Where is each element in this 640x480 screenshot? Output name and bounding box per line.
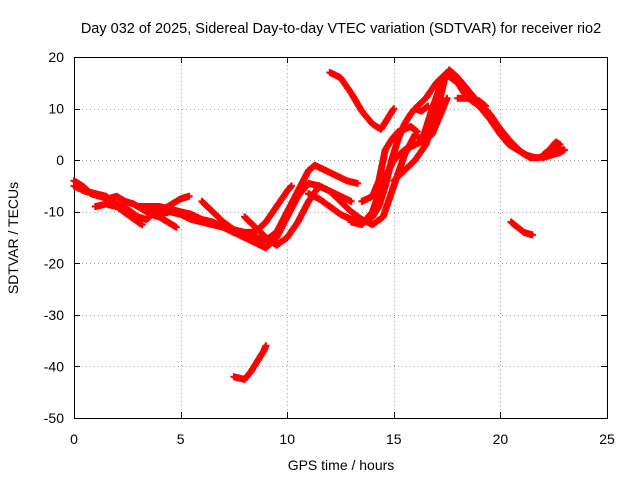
data-point xyxy=(262,342,270,350)
series-trace-16 xyxy=(411,68,468,113)
series-trace-7 xyxy=(219,182,295,236)
x-tick-label: 25 xyxy=(599,431,615,447)
data-point xyxy=(390,105,398,113)
grid xyxy=(74,57,607,418)
x-tick-label: 20 xyxy=(493,431,509,447)
x-axis-label: GPS time / hours xyxy=(288,457,395,473)
data-point xyxy=(443,94,451,102)
x-tick-label: 10 xyxy=(279,431,295,447)
x-tick-label: 0 xyxy=(70,431,78,447)
plot-frame xyxy=(74,57,608,419)
data-point xyxy=(413,128,421,136)
series-trace-9 xyxy=(230,342,270,383)
series-trace-12 xyxy=(358,123,421,205)
y-tick-label: -50 xyxy=(44,410,64,426)
data-point xyxy=(185,192,193,200)
x-tick-label: 5 xyxy=(177,431,185,447)
axis-ticks xyxy=(74,57,608,419)
x-tick-labels: 0 5 10 15 20 25 xyxy=(70,431,615,447)
chart-title: Day 032 of 2025, Sidereal Day-to-day VTE… xyxy=(81,21,601,37)
series-trace-14 xyxy=(390,66,564,185)
data-point xyxy=(287,182,295,190)
data-point xyxy=(347,197,355,205)
data-point xyxy=(556,141,564,149)
y-tick-label: 20 xyxy=(48,49,64,65)
data-point xyxy=(560,146,568,154)
data-point xyxy=(531,154,539,162)
y-axis-label: SDTVAR / TECUs xyxy=(5,182,21,294)
y-tick-label: -40 xyxy=(44,358,64,374)
data-point xyxy=(528,231,536,239)
data-point xyxy=(172,223,180,231)
series-trace-10 xyxy=(305,102,432,226)
series-trace-20 xyxy=(539,146,568,162)
y-tick-label: -30 xyxy=(44,307,64,323)
y-tick-label: -10 xyxy=(44,204,64,220)
data-points xyxy=(70,66,568,383)
y-tick-label: 0 xyxy=(56,152,64,168)
series-trace-13 xyxy=(347,94,451,229)
y-tick-labels: -50 -40 -30 -20 -10 0 10 20 xyxy=(44,49,64,426)
series-trace-19 xyxy=(507,218,536,239)
data-point xyxy=(138,221,146,229)
series-trace-17 xyxy=(454,94,489,110)
x-tick-label: 15 xyxy=(386,431,402,447)
y-tick-label: 10 xyxy=(48,101,64,117)
series-trace-1 xyxy=(70,177,180,231)
data-point xyxy=(481,102,489,110)
series-trace-6 xyxy=(198,161,362,244)
series-trace-3 xyxy=(91,200,146,229)
series-trace-11 xyxy=(326,68,398,133)
y-tick-label: -20 xyxy=(44,255,64,271)
data-point xyxy=(354,179,362,187)
